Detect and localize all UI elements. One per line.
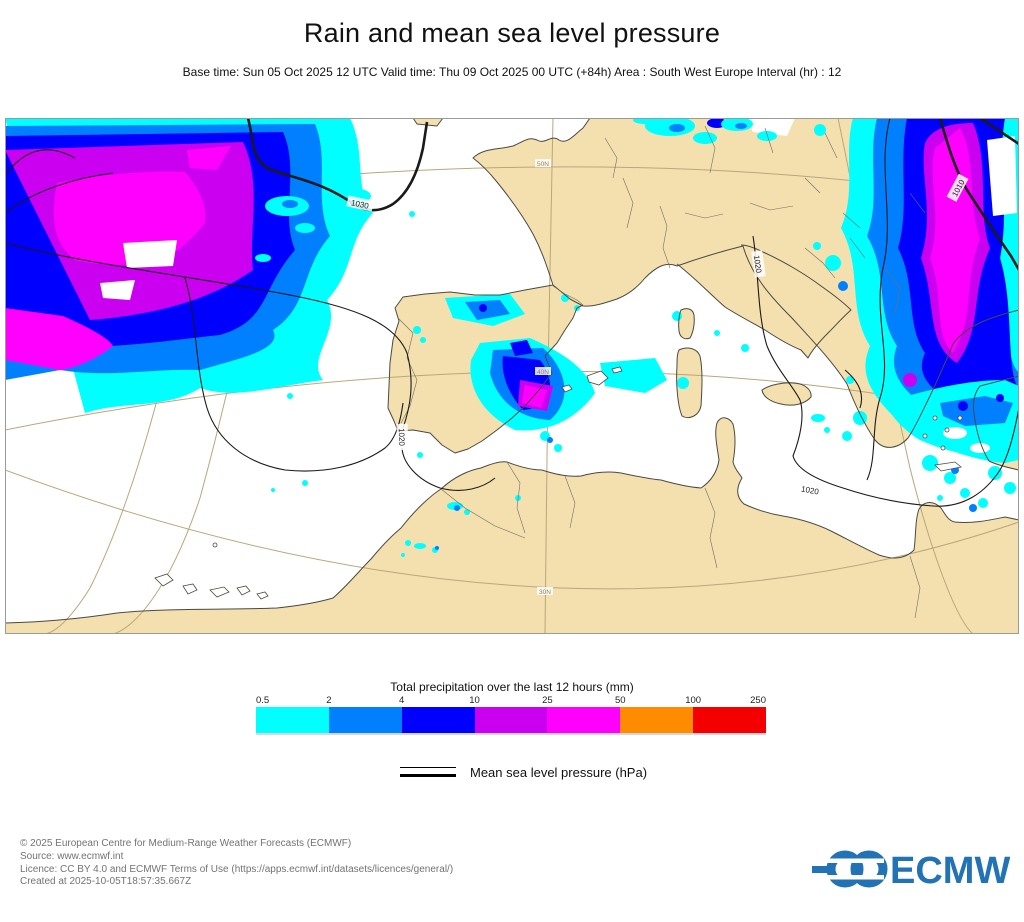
precip-tick-0.5: 0.5 bbox=[256, 695, 270, 706]
graticule-label-50n: 50N bbox=[537, 161, 549, 168]
map-frame bbox=[5, 118, 1019, 634]
ecmwf-logo-svg: ECMWF bbox=[812, 850, 1024, 892]
pressure-legend-label: Mean sea level pressure (hPa) bbox=[470, 765, 648, 780]
isobar-1020-west bbox=[5, 242, 496, 491]
land-sardinia bbox=[676, 348, 702, 418]
coastlines bbox=[5, 118, 1019, 624]
ecmwf-logo: ECMWF bbox=[812, 845, 1024, 893]
precip-colorbar bbox=[256, 707, 767, 735]
footer-licence: Licence: CC BY 4.0 and ECMWF Terms of Us… bbox=[20, 863, 454, 875]
weather-map: 1030 1020 1020 1020 1010 bbox=[5, 118, 1019, 634]
precip-scale-cell-6 bbox=[693, 707, 767, 733]
small-islands bbox=[154, 366, 963, 600]
precip-tick-2: 2 bbox=[326, 695, 332, 706]
isobar-label-1020-adriatic: 1020 bbox=[752, 255, 763, 274]
isobar-label-1020-med: 1020 bbox=[800, 485, 820, 497]
precip-scale-cell-1 bbox=[328, 707, 402, 733]
isobar-label-1030: 1030 bbox=[350, 198, 370, 211]
graticule-labels: 50N 40N 30N bbox=[535, 159, 553, 596]
precip-scale-ticks: 0.5 2 4 10 25 50 100 250 bbox=[256, 695, 766, 706]
precip-tick-250: 250 bbox=[750, 695, 766, 706]
precip-scale-cell-4 bbox=[547, 707, 621, 733]
pressure-legend: Mean sea level pressure (hPa) bbox=[398, 763, 718, 787]
precip-tick-10: 10 bbox=[469, 695, 480, 706]
isobar-1020-med bbox=[752, 235, 1019, 507]
footer-source: Source: www.ecmwf.int bbox=[20, 850, 124, 862]
precip-tick-4: 4 bbox=[399, 695, 405, 706]
isobar-1010 bbox=[938, 118, 1019, 271]
precip-tick-100: 100 bbox=[685, 695, 702, 706]
ecmwf-logo-mark bbox=[812, 850, 888, 888]
precip-scale-cell-2 bbox=[401, 707, 475, 733]
precip-tick-25: 25 bbox=[542, 695, 553, 706]
isobar-label-1020-west: 1020 bbox=[397, 428, 407, 447]
precip-scale-cell-0 bbox=[256, 707, 329, 733]
precip-scale-cell-5 bbox=[620, 707, 694, 733]
footer-created: Created at 2025-10-05T18:57:35.667Z bbox=[20, 876, 192, 888]
sea-baltic bbox=[747, 118, 795, 136]
footer-attribution: © 2025 European Centre for Medium-Range … bbox=[20, 838, 453, 889]
precip-tick-50: 50 bbox=[614, 695, 626, 706]
graticule-label-30n: 30N bbox=[539, 589, 551, 596]
precip-legend-title: Total precipitation over the last 12 hou… bbox=[390, 680, 634, 694]
ecmwf-logo-text: ECMWF bbox=[890, 850, 1010, 892]
precipitation-field bbox=[5, 118, 1019, 557]
land-corsica bbox=[678, 308, 695, 339]
weather-map-svg: 1030 1020 1020 1020 1010 bbox=[5, 118, 1019, 634]
land-sicily bbox=[762, 382, 812, 406]
land-italy bbox=[677, 245, 851, 358]
isobar-labels: 1030 1020 1020 1020 1010 bbox=[346, 173, 969, 498]
pressure-line-symbol bbox=[400, 767, 456, 777]
precip-scale-cell-3 bbox=[474, 707, 548, 733]
page-title: Rain and mean sea level pressure bbox=[303, 18, 721, 48]
footer-copyright: © 2025 European Centre for Medium-Range … bbox=[20, 838, 352, 849]
sea-black-sea bbox=[987, 136, 1017, 216]
chart-subtitle: Base time: Sun 05 Oct 2025 12 UTC Valid … bbox=[182, 65, 842, 79]
graticule-label-40n: 40N bbox=[537, 369, 549, 376]
